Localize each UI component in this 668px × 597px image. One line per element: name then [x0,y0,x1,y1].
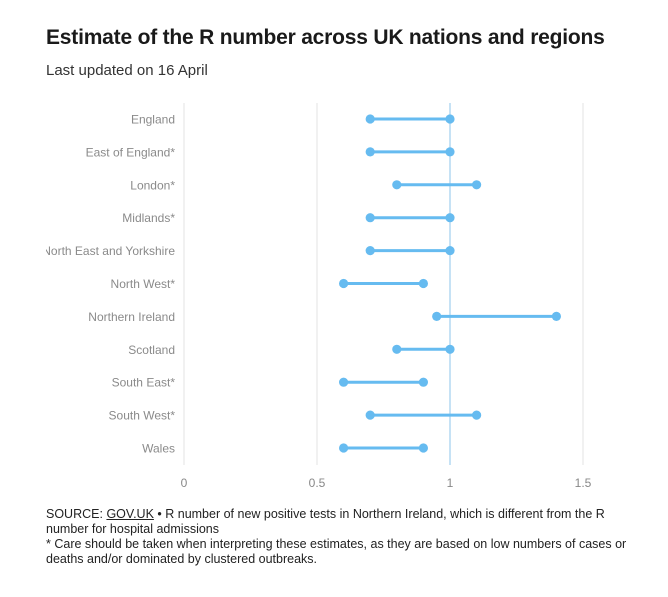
chart-title: Estimate of the R number across UK natio… [46,26,605,49]
x-axis-ticks: 0 0.5 1 1.5 [181,476,592,490]
high-point [418,278,428,289]
x-tick-label: 0.5 [309,476,326,490]
category-label: Northern Ireland [88,310,175,324]
category-label: South East* [112,376,176,390]
category-label: Midlands* [122,211,175,225]
low-point [365,246,375,256]
low-point [339,377,349,387]
category-label: Scotland [128,343,175,357]
category-labels: England East of England* London* Midlands* N… [42,113,176,456]
category-label: South West* [109,409,176,423]
range-row [339,278,428,289]
range-row [365,147,455,157]
range-row [339,377,428,387]
caveat-note: * Care should be taken when interpreting… [46,537,627,566]
high-point [551,311,562,321]
x-tick-label: 0 [181,476,188,490]
range-row [365,246,455,256]
category-label: Wales [142,442,175,456]
category-label: London* [130,178,175,192]
high-point [445,344,455,354]
high-point [472,410,482,420]
source-description: • R number of new positive tests in Nort… [46,507,605,536]
gridlines [183,103,584,465]
range-row [432,311,562,321]
category-label: East of England* [86,145,176,159]
category-label: North West* [111,277,176,291]
low-point [339,278,349,289]
range-row [392,180,482,190]
x-tick-label: 1 [447,476,454,490]
high-point [445,246,455,256]
range-row [365,213,455,223]
range-marks [339,114,562,453]
low-point [392,180,402,190]
category-label: North East and Yorkshire [42,244,175,258]
chart-footer: SOURCE: GOV.UK • R number of new positiv… [46,507,636,567]
high-point [418,377,428,387]
high-point [472,180,482,190]
low-point [365,410,375,420]
r-number-chart: England East of England* London* Midlands* N… [42,103,592,490]
range-row [365,114,455,124]
low-point [365,213,375,223]
low-point [339,443,349,453]
x-tick-label: 1.5 [575,476,592,490]
source-link[interactable]: GOV.UK [106,507,154,521]
range-row [339,443,428,453]
category-label: England [131,113,175,127]
low-point [392,344,402,354]
source-note: SOURCE: GOV.UK • R number of new positiv… [46,507,636,537]
range-row [365,410,482,420]
high-point [418,443,428,453]
high-point [445,147,455,157]
high-point [445,213,455,223]
high-point [445,114,455,124]
source-prefix: SOURCE: [46,507,107,521]
low-point [365,147,375,157]
low-point [365,114,375,124]
chart-subtitle: Last updated on 16 April [46,62,208,79]
range-row [392,344,455,354]
low-point [432,311,442,321]
